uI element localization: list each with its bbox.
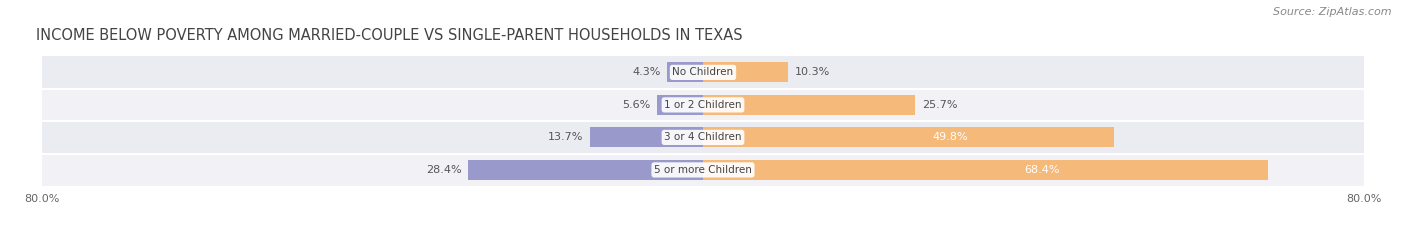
Bar	[42, 121, 1364, 154]
Text: 5.6%: 5.6%	[621, 100, 650, 110]
Bar	[468, 160, 703, 180]
Bar	[703, 127, 1115, 147]
Text: 49.8%: 49.8%	[932, 132, 967, 142]
Bar	[42, 154, 1364, 186]
Text: 13.7%: 13.7%	[548, 132, 583, 142]
Bar	[591, 127, 703, 147]
Bar	[703, 160, 1268, 180]
Text: 4.3%: 4.3%	[633, 67, 661, 77]
Bar	[703, 95, 915, 115]
Bar	[42, 89, 1364, 121]
Text: 25.7%: 25.7%	[922, 100, 957, 110]
Text: 1 or 2 Children: 1 or 2 Children	[664, 100, 742, 110]
Bar	[42, 56, 1364, 89]
Text: 5 or more Children: 5 or more Children	[654, 165, 752, 175]
Text: INCOME BELOW POVERTY AMONG MARRIED-COUPLE VS SINGLE-PARENT HOUSEHOLDS IN TEXAS: INCOME BELOW POVERTY AMONG MARRIED-COUPL…	[35, 28, 742, 43]
Bar	[668, 62, 703, 82]
Text: 68.4%: 68.4%	[1024, 165, 1060, 175]
Text: 10.3%: 10.3%	[794, 67, 830, 77]
Text: 3 or 4 Children: 3 or 4 Children	[664, 132, 742, 142]
Bar	[703, 62, 789, 82]
Text: 28.4%: 28.4%	[426, 165, 461, 175]
Text: Source: ZipAtlas.com: Source: ZipAtlas.com	[1274, 7, 1392, 17]
Text: No Children: No Children	[672, 67, 734, 77]
Bar	[657, 95, 703, 115]
